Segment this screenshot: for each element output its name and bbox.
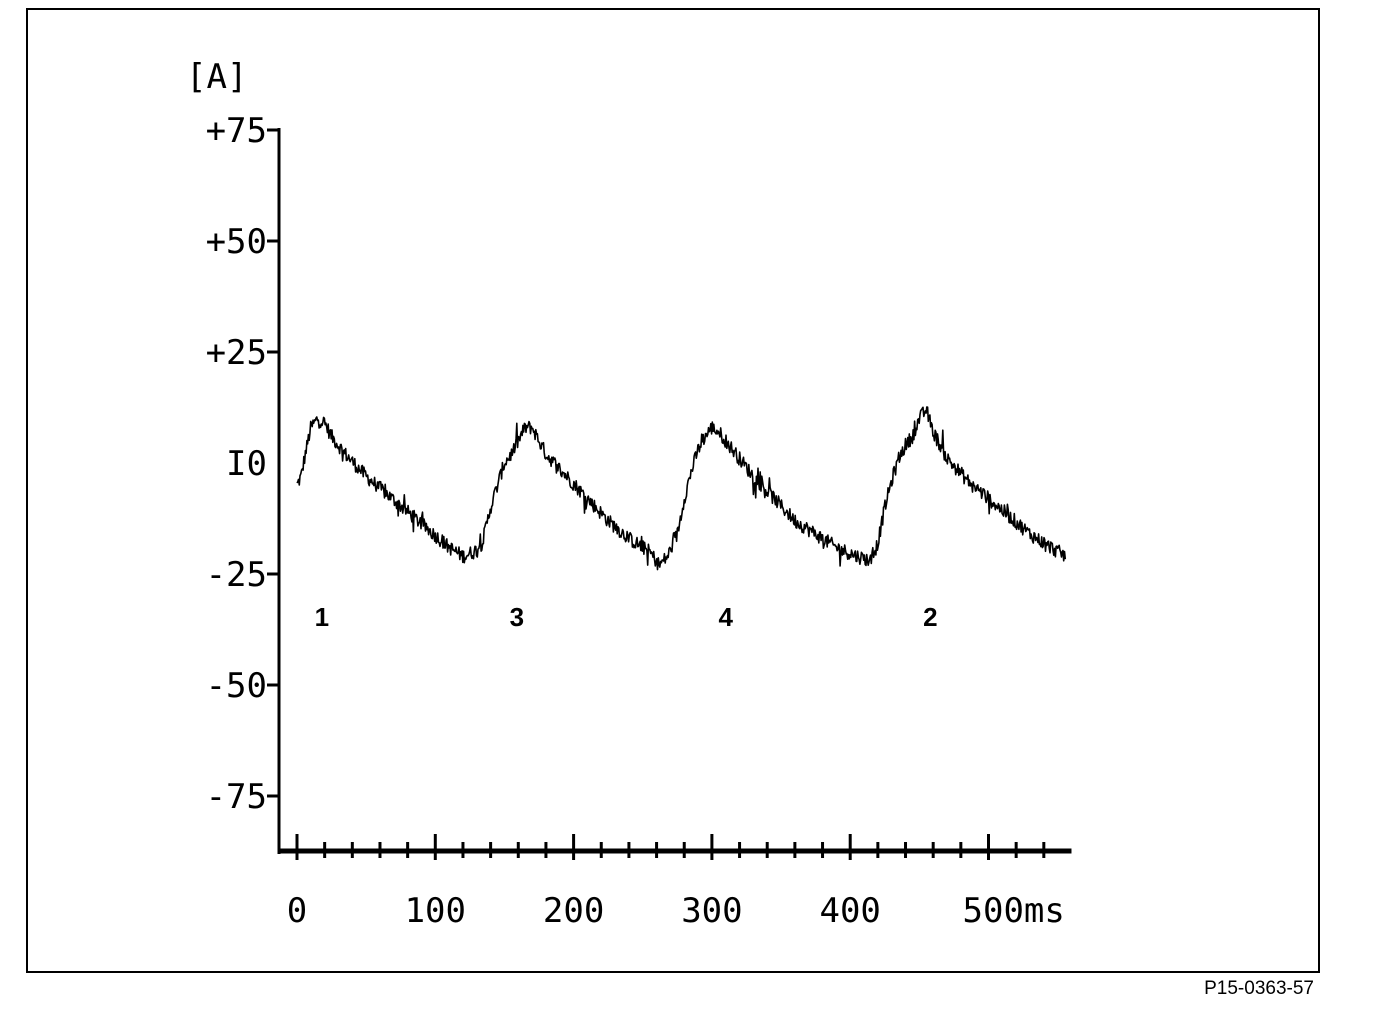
x-tick-label: 500ms <box>963 891 1065 931</box>
series-trace-0 <box>296 406 1067 571</box>
x-axis: 0 100 200 300 400 500ms <box>279 834 1072 931</box>
y-tick-label: -25 <box>206 555 267 595</box>
y-tick-label: +25 <box>206 333 267 373</box>
y-tick-label: I0 <box>226 444 267 484</box>
peak-label: 3 <box>510 602 524 632</box>
peak-label: 2 <box>923 602 937 632</box>
y-axis-unit-label: [A] <box>186 57 247 97</box>
plot-area <box>296 406 1067 571</box>
y-tick-label: -75 <box>206 777 267 817</box>
x-tick-label: 0 <box>287 891 307 931</box>
chart-frame <box>26 8 1320 973</box>
peak-label: 4 <box>718 602 733 632</box>
y-tick-label: +75 <box>206 111 267 151</box>
x-tick-label: 100 <box>405 891 466 931</box>
x-tick-label: 200 <box>543 891 604 931</box>
y-axis: +75 +50 +25 I0 -25 -50 -75 <box>206 111 281 854</box>
y-tick-label: +50 <box>206 222 267 262</box>
x-tick-label: 300 <box>681 891 742 931</box>
peak-label: 1 <box>315 602 329 632</box>
peak-labels: 1 3 4 2 <box>315 602 938 632</box>
y-tick-label: -50 <box>206 666 267 706</box>
figure-reference: P15-0363-57 <box>1204 978 1314 999</box>
x-tick-label: 400 <box>819 891 880 931</box>
